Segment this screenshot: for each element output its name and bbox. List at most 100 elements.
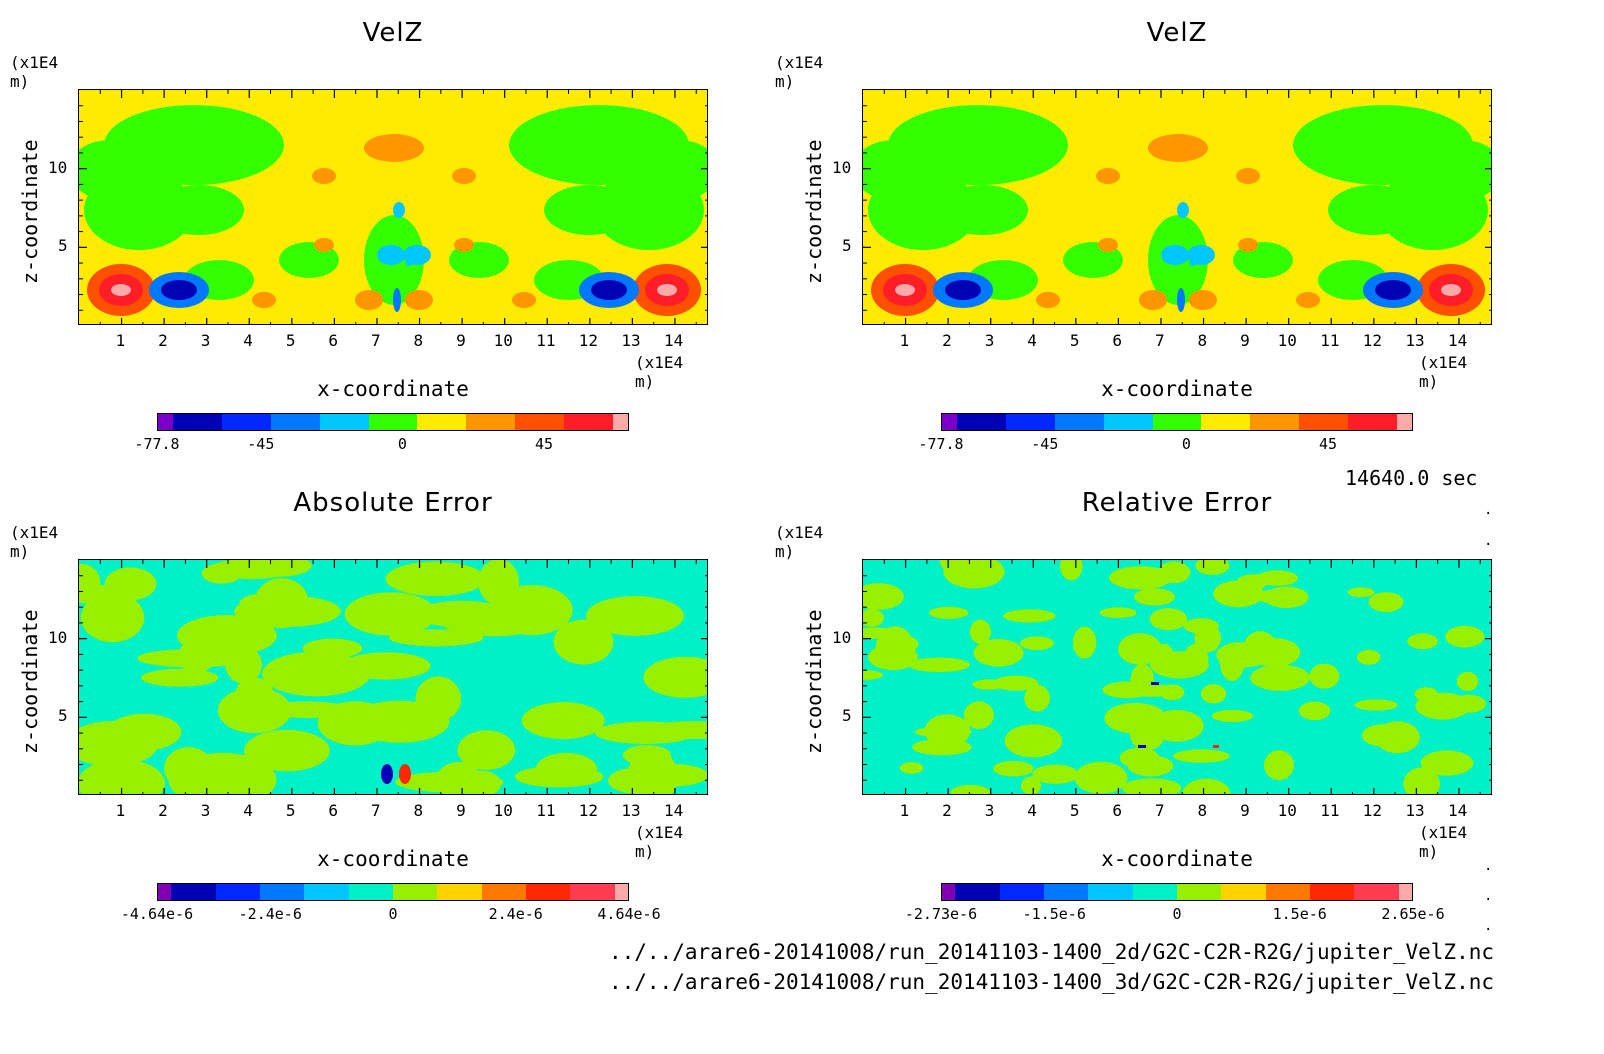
contour-plot <box>78 89 708 325</box>
colorbar-segment <box>1250 414 1300 430</box>
contour-region <box>1420 750 1474 776</box>
contour-region <box>1072 626 1097 659</box>
x-tick-label: 8 <box>1197 331 1208 350</box>
contour-region <box>1118 633 1162 665</box>
contour-region <box>405 290 433 310</box>
contour-region <box>1096 168 1120 184</box>
x-tick-label: 6 <box>1112 801 1123 820</box>
contour-region <box>1253 589 1303 604</box>
time-label: 14640.0 sec <box>1345 466 1478 490</box>
colorbar-tick-label: 0 <box>1172 905 1182 923</box>
panel-title: VelZ <box>362 18 424 48</box>
colorbar-segment <box>1310 884 1355 900</box>
contour-region <box>1024 684 1051 712</box>
x-tick-label: 13 <box>621 801 641 820</box>
contour-region <box>908 657 971 673</box>
contour-region <box>1263 750 1295 781</box>
panel-title: Absolute Error <box>293 488 493 518</box>
contour-region <box>168 752 277 794</box>
contour-plot <box>78 559 708 795</box>
y-axis-label: z-coordinate <box>802 609 826 755</box>
colorbar-segment <box>270 414 320 430</box>
colorbar-segment <box>1005 414 1055 430</box>
x-tick-label: 10 <box>1277 801 1297 820</box>
colorbar-segment <box>319 414 369 430</box>
contour-region <box>1189 254 1197 266</box>
colorbar-tick-label: -45 <box>1031 435 1059 453</box>
colorbar-segment <box>564 414 614 430</box>
colorbar-segment <box>1265 884 1311 900</box>
y-tick-label: 5 <box>58 706 68 726</box>
contour-plot <box>862 89 1492 325</box>
x-tick-label: 3 <box>200 331 211 350</box>
y-unit-label: (x1E4 m) <box>10 53 59 91</box>
colorbar <box>941 413 1413 431</box>
colorbar-segment <box>999 884 1044 900</box>
colorbar-segment <box>417 414 467 430</box>
contour-region <box>888 105 1068 185</box>
colorbar-segment <box>1221 884 1266 900</box>
x-axis-label: x-coordinate <box>317 847 469 871</box>
colorbar-segment <box>570 884 615 900</box>
contour-region <box>341 652 431 680</box>
x-tick-label: 6 <box>328 801 339 820</box>
contour-region <box>928 606 969 619</box>
contour-region <box>863 608 885 627</box>
contour-region <box>1445 625 1485 648</box>
contour-region <box>1098 238 1118 252</box>
x-axis-label: x-coordinate <box>1101 847 1253 871</box>
x-unit-label: (x1E4 m) <box>635 823 684 861</box>
contour-region <box>239 593 289 614</box>
colorbar-tick-label: 4.64e-6 <box>597 905 661 923</box>
colorbar-segment <box>1043 884 1089 900</box>
colorbar-segment <box>1397 414 1412 430</box>
contour-region <box>1149 651 1209 679</box>
colorbar <box>941 883 1413 901</box>
contour-region <box>1149 608 1188 631</box>
colorbar-segment <box>259 884 305 900</box>
decor-dot: . <box>1484 502 1493 518</box>
contour-region <box>1213 580 1264 608</box>
colorbar <box>157 883 629 901</box>
contour-region <box>161 280 197 300</box>
y-tick-label: 5 <box>842 706 852 726</box>
contour-region <box>1456 671 1479 692</box>
x-tick-label: 3 <box>984 801 995 820</box>
x-tick-label: 1 <box>899 801 910 820</box>
colorbar-tick-label: -4.64e-6 <box>120 905 194 923</box>
contour-svg <box>79 560 707 794</box>
contour-region <box>924 714 971 748</box>
colorbar-tick-label: 0 <box>397 435 407 453</box>
y-tick-label: 5 <box>842 236 852 256</box>
x-unit-label: (x1E4 m) <box>1419 353 1468 391</box>
contour-region <box>79 759 166 794</box>
panel-title: VelZ <box>1146 18 1208 48</box>
contour-region <box>521 702 605 740</box>
contour-region <box>1177 202 1189 218</box>
decor-dot: . <box>1484 858 1493 874</box>
contour-region <box>1423 140 1491 200</box>
contour-region <box>1148 134 1208 162</box>
colorbar-tick-label: 45 <box>535 435 554 453</box>
panel-title: Relative Error <box>1081 488 1273 518</box>
contour-region <box>1104 702 1167 734</box>
y-axis-label: z-coordinate <box>802 139 826 285</box>
decor-dot: . <box>1484 533 1493 549</box>
contour-region <box>1004 724 1063 758</box>
contour-region <box>1133 588 1176 606</box>
contour-region <box>993 675 1039 691</box>
contour-region <box>627 748 679 794</box>
contour-region <box>939 560 997 578</box>
contour-region <box>643 656 707 698</box>
contour-region <box>1298 701 1331 721</box>
colorbar-segment <box>1299 414 1349 430</box>
x-tick-label: 9 <box>1240 331 1250 350</box>
x-tick-label: 3 <box>984 331 995 350</box>
contour-region <box>1139 290 1167 310</box>
contour-region <box>1374 721 1421 754</box>
x-tick-label: 7 <box>370 801 381 820</box>
x-tick-label: 5 <box>285 801 296 820</box>
contour-region <box>1250 664 1311 691</box>
x-axis-label: x-coordinate <box>1101 377 1253 401</box>
decor-dot: . <box>1484 918 1493 934</box>
